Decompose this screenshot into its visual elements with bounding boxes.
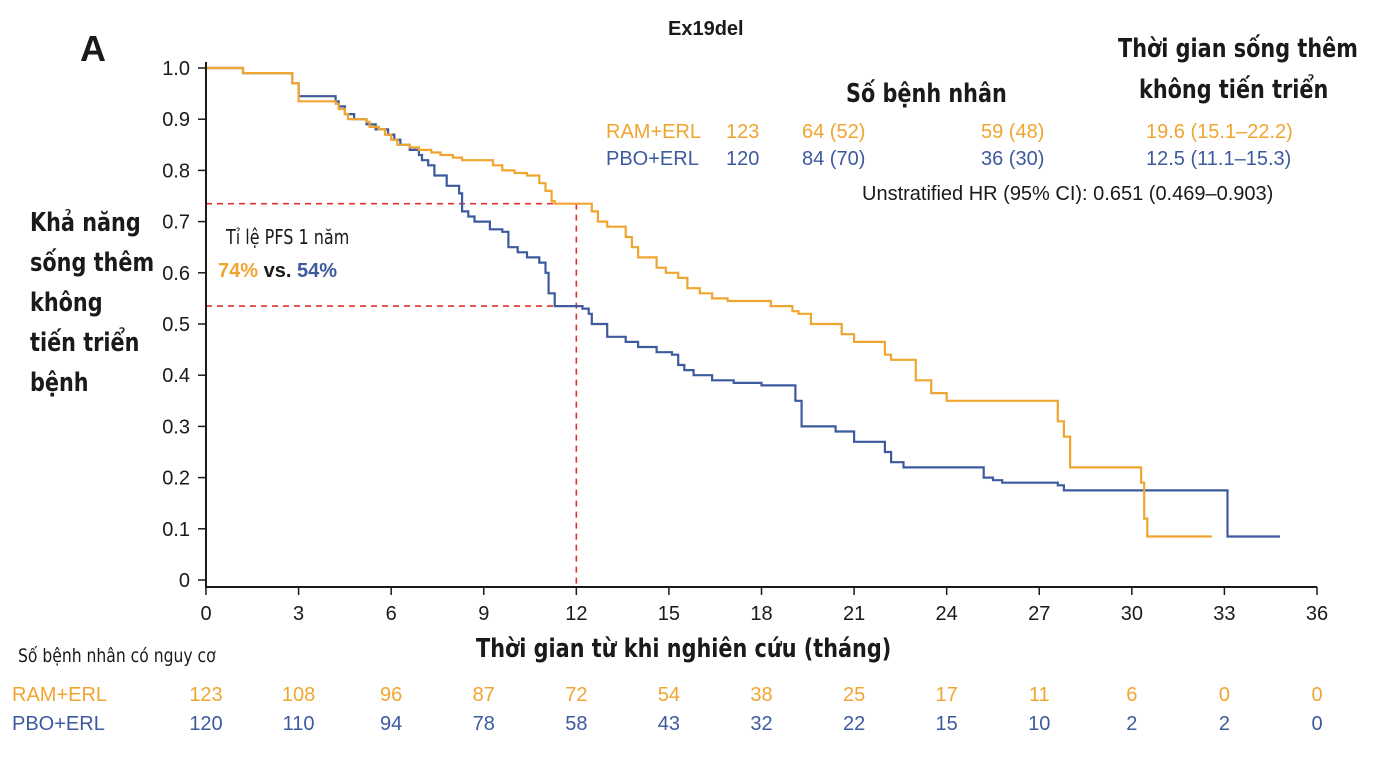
y-tick-label: 0.5	[162, 314, 190, 336]
series-lines	[206, 66, 1280, 538]
chart-title: Ex19del	[668, 18, 744, 40]
axes: 00.10.20.30.40.50.60.70.80.91.00 3 6 9 12 15 1…	[162, 58, 1328, 625]
risk-cell: 0	[1218, 684, 1230, 706]
legend-pbo-censored: 36 (30)	[981, 148, 1045, 170]
xlabel: Thời gian từ khi nghiên cứu (tháng)	[476, 634, 892, 664]
x-tick-label: 27	[1028, 603, 1050, 625]
series-line-pbo-erl	[206, 66, 1280, 538]
legend-ram-n: 123	[726, 121, 760, 143]
y-tick-label: 1.0	[162, 58, 190, 80]
x-tick-label: 6	[386, 603, 397, 625]
x-tick-label: 33	[1213, 603, 1235, 625]
y-tick-label: 0.4	[162, 365, 190, 387]
annotation-ram-value: 74%	[218, 260, 259, 282]
ylabel-line-4: tiến triển	[30, 328, 140, 358]
annotation-pbo-value: 54%	[296, 260, 337, 282]
risk-row-label-pbo: PBO+ERL	[12, 713, 105, 735]
reference-lines	[206, 202, 578, 587]
legend-pbo-median: 12.5 (11.1–15.3)	[1146, 148, 1292, 170]
x-tick-label: 36	[1306, 603, 1328, 625]
annotation-vs: vs.	[263, 260, 292, 282]
y-tick-label: 0	[179, 570, 190, 592]
risk-cell: 25	[842, 684, 866, 706]
risk-cell: 94	[380, 713, 403, 735]
risk-cell: 96	[380, 684, 403, 706]
risk-cell: 110	[282, 713, 315, 735]
risk-cell: 54	[657, 684, 681, 706]
y-tick-label: 0.9	[162, 109, 190, 131]
y-tick-label: 0.7	[162, 212, 190, 234]
risk-cell: 38	[750, 684, 773, 706]
risk-cell: 43	[657, 713, 681, 735]
legend-ram-arm: RAM+ERL	[606, 121, 702, 143]
risk-cell: 6	[1126, 684, 1138, 706]
ylabel-line-1: Khả năng	[30, 208, 141, 238]
risk-cell: 32	[750, 713, 773, 735]
y-tick-label: 0.3	[162, 416, 190, 438]
risk-cell: 2	[1126, 713, 1138, 735]
legend-ram-events: 64 (52)	[802, 121, 866, 143]
legend-pbo-arm: PBO+ERL	[606, 148, 699, 170]
risk-cell: 2	[1218, 713, 1230, 735]
legend-pbo-events: 84 (70)	[802, 148, 866, 170]
x-tick-label: 21	[843, 603, 865, 625]
risk-cell: 0	[1311, 684, 1323, 706]
x-tick-label: 15	[658, 603, 680, 625]
risk-cell: 120	[189, 713, 223, 735]
x-tick-label: 24	[936, 603, 958, 625]
risk-cell: 87	[472, 684, 495, 706]
risk-cell: 72	[565, 684, 588, 706]
series-line-ram-erl	[206, 66, 1213, 538]
risk-row-label-ram: RAM+ERL	[12, 684, 108, 706]
legend-pbo-n: 120	[726, 148, 760, 170]
risk-cell: 17	[935, 684, 958, 706]
legend-ram-median: 19.6 (15.1–22.2)	[1146, 121, 1293, 143]
legend-pfs-header-line2: không tiến triển	[1139, 75, 1329, 105]
risk-cell: 108	[281, 684, 316, 706]
legend-pfs-header-line1: Thời gian sống thêm	[1118, 34, 1358, 64]
risk-cell: 11	[1028, 684, 1050, 706]
x-tick-label: 0	[200, 603, 211, 625]
risk-cell: 22	[842, 713, 866, 735]
risk-cell: 10	[1028, 713, 1051, 735]
x-tick-label: 18	[750, 603, 772, 625]
risk-cell: 0	[1311, 713, 1323, 735]
hazard-ratio: Unstratified HR (95% CI): 0.651 (0.469–0…	[862, 183, 1274, 205]
risk-cell: 15	[935, 713, 958, 735]
x-tick-label: 3	[293, 603, 304, 625]
x-tick-label: 9	[478, 603, 489, 625]
annotation-title: Tỉ lệ PFS 1 năm	[226, 225, 350, 249]
y-tick-label: 0.2	[162, 468, 190, 490]
risk-cell: 78	[472, 713, 495, 735]
ylabel-line-2: sống thêm	[30, 248, 155, 278]
risk-table-title: Số bệnh nhân có nguy cơ	[18, 645, 216, 667]
panel-label: A	[80, 28, 106, 69]
legend-ram-censored: 59 (48)	[981, 121, 1045, 143]
y-tick-label: 0.1	[162, 519, 190, 541]
risk-cell: 123	[189, 684, 223, 706]
x-tick-label: 30	[1121, 603, 1143, 625]
y-tick-label: 0.6	[162, 263, 190, 285]
ylabel-line-3: không	[30, 288, 103, 318]
y-tick-label: 0.8	[162, 160, 190, 182]
annotation-values: 74% vs. 54%	[218, 260, 337, 283]
x-tick-label: 12	[565, 603, 587, 625]
ylabel-line-5: bệnh	[30, 368, 89, 398]
risk-cell: 58	[565, 713, 588, 735]
legend-patients-header: Số bệnh nhân	[846, 79, 1007, 109]
